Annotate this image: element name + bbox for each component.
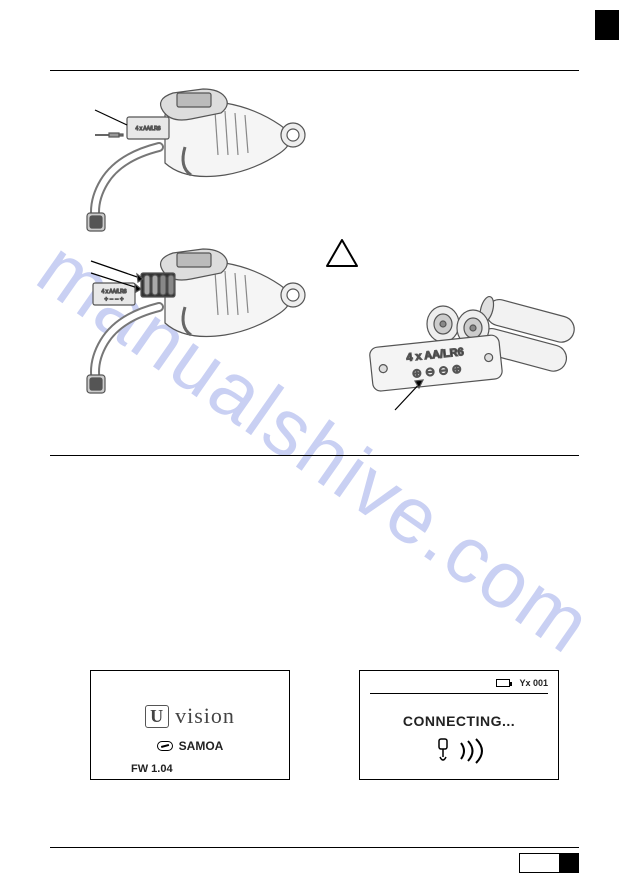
- rule-mid: [50, 455, 579, 456]
- meter-icon: [434, 737, 452, 765]
- device-illustration-open: 4 x AA/LR6 + − − +: [55, 235, 315, 415]
- connecting-status: CONNECTING...: [403, 713, 515, 729]
- company-name: SAMOA: [179, 739, 224, 753]
- firmware-label: FW 1.04: [131, 763, 173, 775]
- device-closed-svg: 4 x AA/LR6: [55, 85, 315, 235]
- company-logo-icon: [157, 741, 173, 751]
- display-screen-boot: U vision SAMOA FW 1.04: [90, 670, 290, 780]
- signal-label: Yx 001: [519, 678, 548, 688]
- corner-marker: [595, 10, 619, 40]
- brand-word: vision: [175, 703, 235, 729]
- device-illustration-closed: 4 x AA/LR6: [55, 85, 315, 235]
- company-row: SAMOA: [157, 739, 224, 753]
- battery-icon: [496, 679, 510, 687]
- brand-row: U vision: [145, 703, 235, 729]
- brand-prefix: U: [145, 705, 169, 728]
- cover-label: 4 x AA/LR6: [135, 126, 160, 132]
- connecting-icon-row: [434, 737, 484, 765]
- device-open-svg: 4 x AA/LR6 + − − +: [55, 235, 315, 415]
- rule-bottom: [50, 847, 579, 848]
- signal-waves-icon: [458, 739, 484, 763]
- manual-page: manualshive.com: [0, 0, 629, 893]
- screen-divider: [370, 693, 548, 694]
- battery-closeup-illustration: 4 x AA/LR6 ⊕ ⊖ ⊖ ⊕: [355, 270, 575, 420]
- page-footer-box: [519, 853, 579, 873]
- plate-polarity-small: + − − +: [104, 297, 124, 303]
- rule-top: [50, 70, 579, 71]
- display-screen-connecting: Yx 001 CONNECTING...: [359, 670, 559, 780]
- plate-label-small: 4 x AA/LR6: [101, 289, 126, 295]
- warning-triangle-icon: [325, 238, 359, 273]
